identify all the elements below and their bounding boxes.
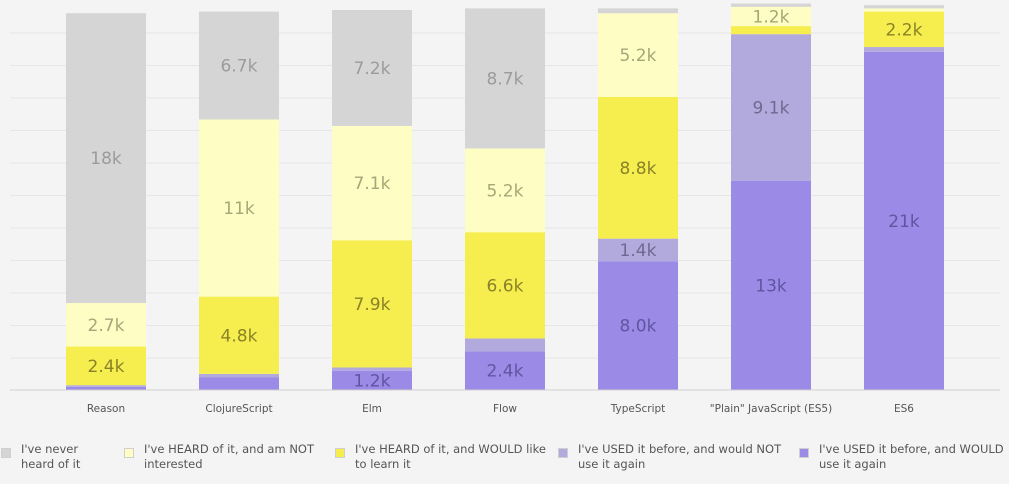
bar-segment: [731, 3, 811, 7]
bar-segment: [199, 296, 279, 374]
bar-segment: [66, 13, 146, 304]
data-label: 11k: [223, 199, 255, 219]
bar-segment: [465, 232, 545, 339]
legend-label-line2: use it again: [819, 457, 887, 471]
bar-segment: [598, 261, 678, 390]
data-label: 4.8k: [221, 326, 258, 346]
bar-segment: [199, 119, 279, 297]
bar-segment: [199, 377, 279, 390]
bar-segment: [598, 238, 678, 262]
bar-segment: [465, 351, 545, 390]
legend-label-line2: interested: [144, 457, 203, 471]
legend-label-line1: I've never: [21, 442, 79, 456]
bar-segment: [598, 13, 678, 97]
data-label: 1.2k: [354, 371, 391, 391]
bar-segment: [731, 26, 811, 35]
bar-segment: [864, 51, 944, 390]
legend-swatch: [558, 448, 568, 458]
data-label: 18k: [90, 149, 122, 169]
stacked-bar-chart: 2.4k 2.7k 18k 4.8k 11k 6.7k 1.2k 7.9k 7.1k 7.2k 2.…: [10, 3, 1000, 415]
legend-item-heard-not-interested: I've HEARD of it, and am NOT interested: [124, 442, 314, 478]
data-label: 8.0k: [620, 317, 657, 337]
data-label: 9.1k: [753, 98, 790, 118]
legend-swatch: [1, 448, 11, 458]
data-label: 5.2k: [620, 46, 657, 66]
legend-label-line2: heard of it: [21, 457, 81, 471]
legend-swatch: [335, 448, 345, 458]
bar-segment: [332, 10, 412, 126]
legend-item-used-would-again: I've USED it before, and WOULD use it ag…: [799, 442, 1004, 478]
bar-segment: [66, 385, 146, 387]
bar-segment: [598, 8, 678, 14]
legend-label-line2: use it again: [578, 457, 646, 471]
data-label: 8.8k: [620, 159, 657, 179]
legend: I've never heard of it I've HEARD of it,…: [0, 434, 1009, 484]
data-label: 1.4k: [620, 241, 657, 261]
bar-segment: [864, 11, 944, 48]
data-label: 8.7k: [487, 69, 524, 89]
category-label: Reason: [87, 403, 125, 415]
data-label: 7.1k: [354, 174, 391, 194]
bar-segment: [199, 11, 279, 120]
bar-segment: [332, 125, 412, 241]
data-label: 2.2k: [886, 20, 923, 40]
legend-item-used-would-not: I've USED it before, and would NOT use i…: [558, 442, 781, 478]
legend-item-heard-would-learn: I've HEARD of it, and WOULD like to lear…: [335, 442, 546, 478]
data-label: 7.2k: [354, 59, 391, 79]
data-label: 13k: [755, 276, 787, 296]
data-label: 21k: [888, 212, 920, 232]
legend-swatch: [124, 448, 134, 458]
data-label: 2.4k: [88, 357, 125, 377]
bar-segment: [731, 180, 811, 390]
bar-segment: [199, 373, 279, 378]
bar-segment: [864, 47, 944, 52]
data-label: 5.2k: [487, 181, 524, 201]
category-label: Flow: [493, 403, 517, 415]
legend-label-line2: to learn it: [355, 457, 411, 471]
category-label: ES6: [894, 403, 914, 415]
legend-label-line1: I've HEARD of it, and WOULD like: [355, 442, 546, 456]
category-label: "Plain" JavaScript (ES5): [710, 403, 832, 415]
bar-segment: [465, 8, 545, 149]
data-label: 6.6k: [487, 276, 524, 296]
legend-swatch: [799, 448, 809, 458]
bar-segment: [598, 96, 678, 239]
legend-label-line1: I've USED it before, and WOULD: [819, 442, 1004, 456]
data-label: 6.7k: [221, 57, 258, 77]
bar-segment: [332, 240, 412, 368]
bar-segment: [332, 367, 412, 371]
bar-segment: [731, 6, 811, 27]
bars: 2.4k 2.7k 18k 4.8k 11k 6.7k 1.2k 7.9k 7.1k 7.2k 2.…: [66, 3, 944, 391]
bar-segment: [66, 346, 146, 386]
bar-segment: [864, 5, 944, 9]
bar-segment: [465, 338, 545, 352]
data-label: 2.7k: [88, 316, 125, 336]
data-label: 2.4k: [487, 362, 524, 382]
data-label: 1.2k: [753, 7, 790, 27]
legend-item-never-heard: I've never heard of it: [1, 442, 80, 478]
bar-segment: [66, 303, 146, 347]
category-label: ClojureScript: [205, 403, 272, 415]
category-label: Elm: [362, 403, 382, 415]
category-label: TypeScript: [610, 403, 666, 415]
legend-label-line1: I've HEARD of it, and am NOT: [144, 442, 315, 456]
legend-label-line1: I've USED it before, and would NOT: [578, 442, 782, 456]
data-label: 7.9k: [354, 295, 391, 315]
bar-segment: [731, 34, 811, 181]
bar-segment: [465, 148, 545, 233]
bar-segment: [66, 386, 146, 390]
category-labels: Reason ClojureScript Elm Flow TypeScript "Pla…: [87, 403, 914, 415]
bar-segment: [332, 370, 412, 390]
bar-segment: [864, 8, 944, 12]
